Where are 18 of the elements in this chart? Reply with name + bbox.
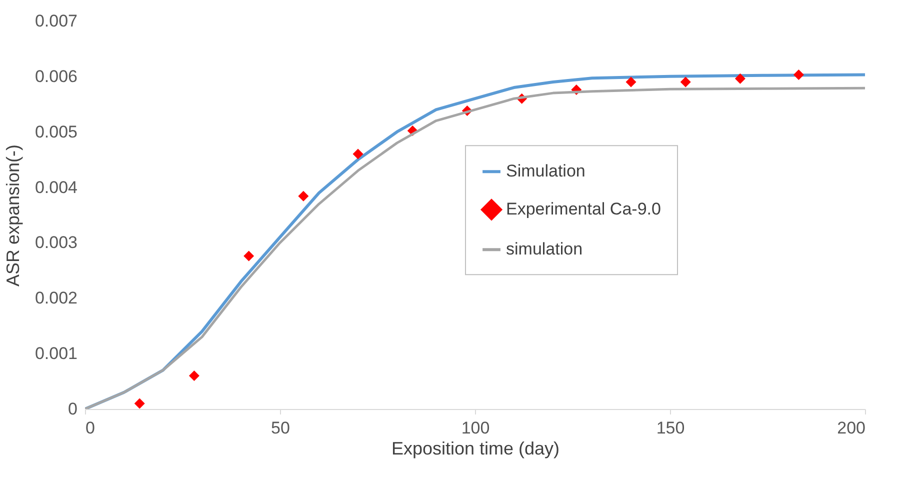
x-tick-label: 0 — [86, 418, 95, 438]
x-tick-label: 100 — [461, 418, 490, 438]
y-tick-label: 0.006 — [34, 66, 78, 86]
y-tick-label: 0.007 — [34, 12, 78, 30]
x-axis-title: Exposition time (day) — [391, 438, 560, 458]
y-tick-label: 0.001 — [34, 344, 78, 364]
y-tick-label: 0 — [68, 400, 78, 418]
x-tick-label: 150 — [656, 418, 685, 438]
y-tick-label: 0.003 — [34, 233, 78, 252]
x-tick-label: 200 — [837, 418, 866, 438]
y-tick-label: 0.004 — [34, 178, 78, 197]
legend-label: simulation — [506, 240, 583, 259]
y-axis-title: ASR expansion(-) — [2, 144, 23, 287]
y-tick-label: 0.002 — [34, 288, 78, 308]
legend-label: Simulation — [506, 162, 586, 181]
x-tick-label: 50 — [271, 418, 290, 438]
legend-label: Experimental Ca-9.0 — [506, 200, 661, 219]
y-tick-label: 0.005 — [34, 122, 78, 142]
